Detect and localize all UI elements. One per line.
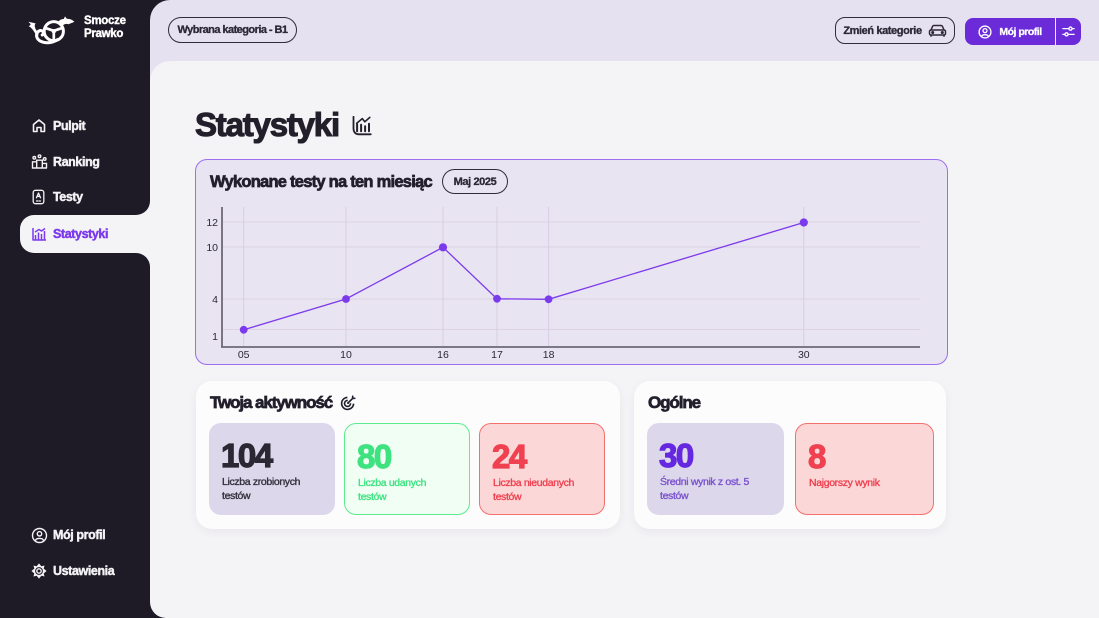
svg-text:12: 12 xyxy=(206,217,218,229)
svg-text:10: 10 xyxy=(206,242,218,254)
svg-text:4: 4 xyxy=(212,294,218,306)
svg-text:18: 18 xyxy=(542,349,554,361)
svg-text:1: 1 xyxy=(212,331,218,343)
svg-text:16: 16 xyxy=(437,349,449,361)
svg-text:30: 30 xyxy=(797,349,809,361)
svg-text:05: 05 xyxy=(237,349,249,361)
svg-text:10: 10 xyxy=(340,349,352,361)
svg-text:17: 17 xyxy=(491,349,503,361)
